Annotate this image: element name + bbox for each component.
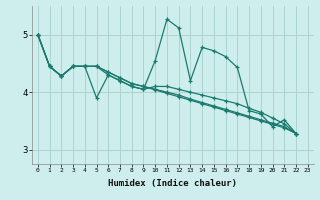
X-axis label: Humidex (Indice chaleur): Humidex (Indice chaleur) bbox=[108, 179, 237, 188]
